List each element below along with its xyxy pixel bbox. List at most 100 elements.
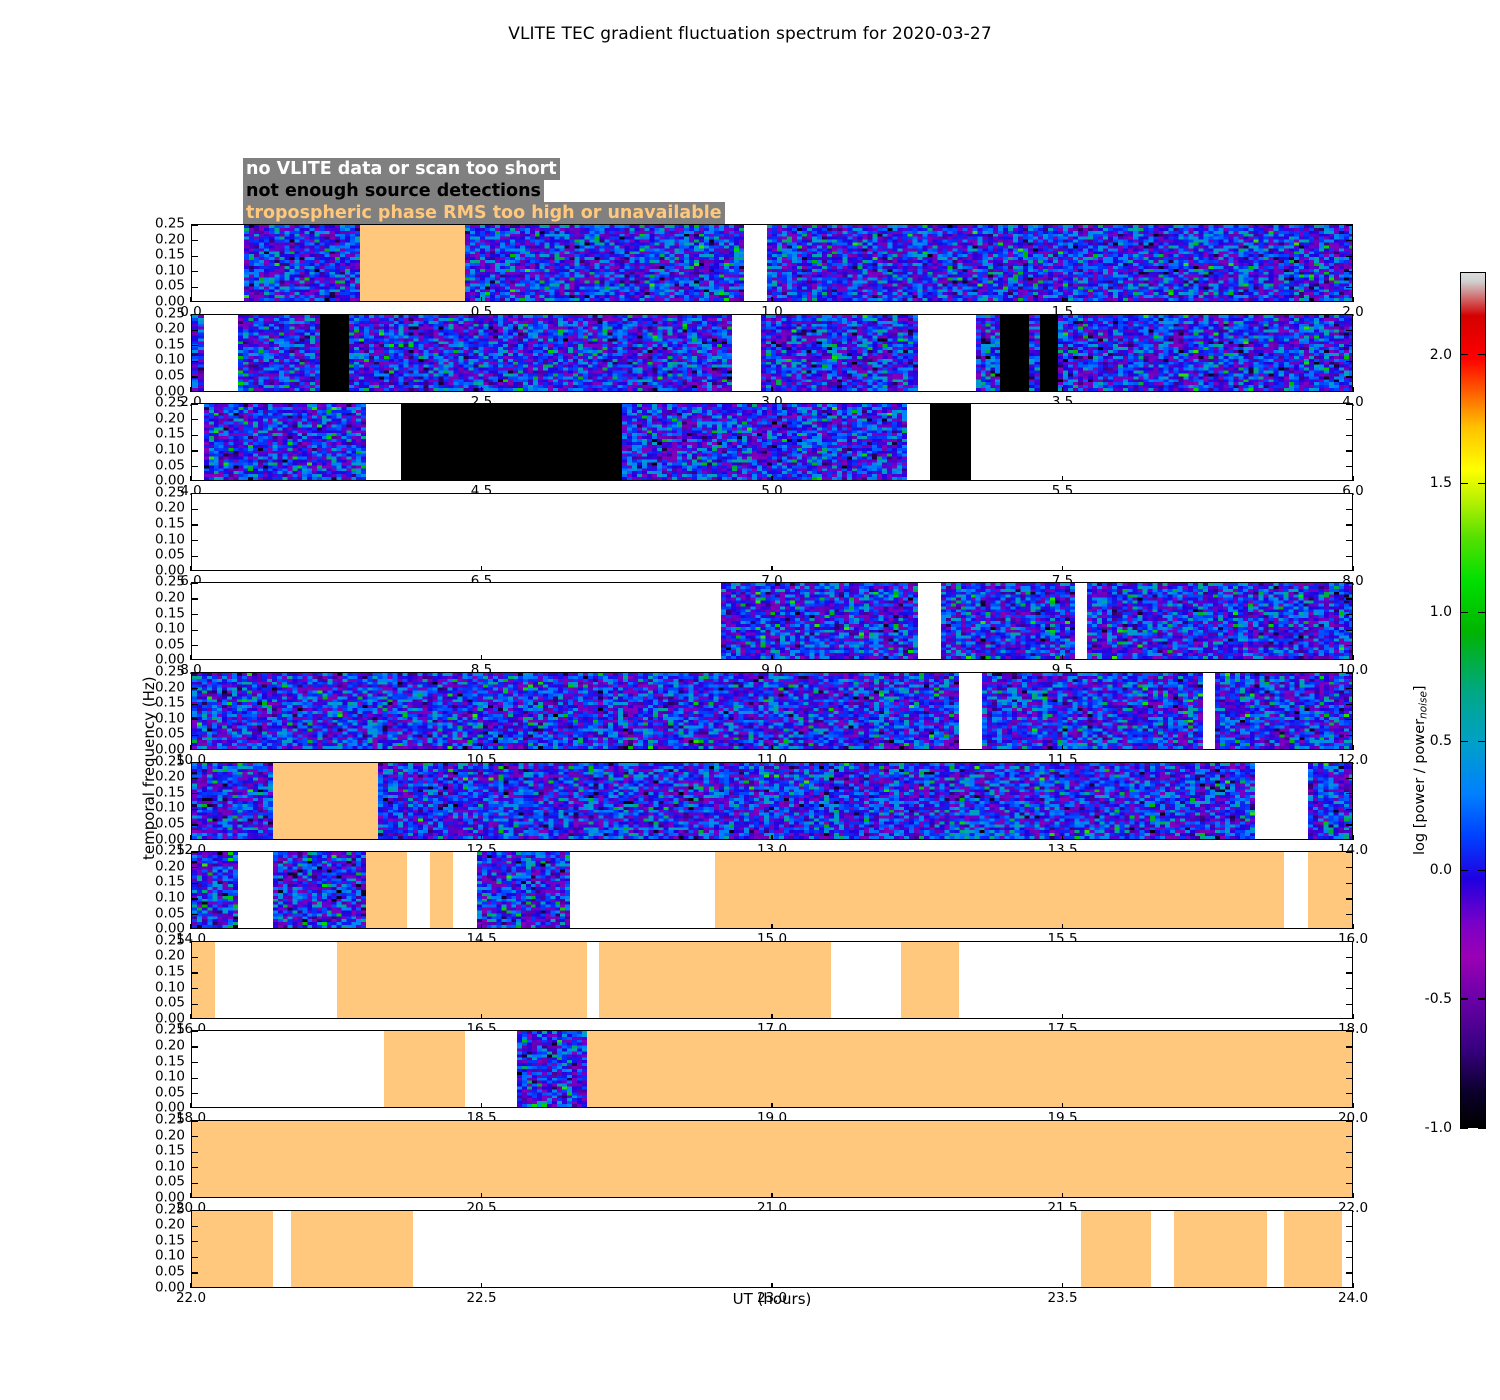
no-data-segment xyxy=(192,225,245,301)
y-tick xyxy=(192,762,198,764)
tropo-flag-segment xyxy=(273,762,378,839)
no-detections-segment xyxy=(999,314,1029,391)
y-tick-label: 0.05 xyxy=(154,994,185,1011)
x-tick xyxy=(1352,834,1354,840)
y-tick-label: 0.05 xyxy=(154,725,185,742)
y-tick xyxy=(1346,613,1352,616)
no-data-segment xyxy=(412,1210,1081,1287)
spectrum-segment xyxy=(941,583,1076,660)
y-tick-label: 0.20 xyxy=(154,230,185,247)
y-tick-label: 0.00 xyxy=(154,1010,185,1027)
y-tick xyxy=(192,913,198,916)
no-data-segment xyxy=(1202,673,1215,749)
y-tick-label: 0.25 xyxy=(154,215,185,232)
y-tick xyxy=(1346,808,1352,811)
colorbar-title-main: log [power / power xyxy=(1412,718,1428,855)
y-tick xyxy=(192,1182,198,1185)
colorbar-tick xyxy=(1478,740,1486,742)
y-tick xyxy=(192,1121,198,1122)
no-data-segment xyxy=(831,941,901,1018)
y-tick-label: 0.00 xyxy=(154,651,185,668)
no-data-segment xyxy=(465,1031,518,1108)
y-tick-labels: 0.00 0.05 0.10 0.15 0.20 0.25 xyxy=(129,1202,185,1293)
y-tick xyxy=(1346,1093,1352,1095)
x-tick xyxy=(771,655,773,661)
x-tick xyxy=(1352,1193,1354,1198)
x-tick xyxy=(190,1282,192,1288)
spectrum-segment xyxy=(476,852,570,929)
y-tick xyxy=(192,404,198,405)
spectrum-segment xyxy=(517,1031,588,1108)
y-tick xyxy=(1346,345,1352,347)
y-tick xyxy=(1346,1121,1352,1122)
tropo-flag-segment xyxy=(1080,1210,1151,1287)
y-tick xyxy=(1346,673,1352,674)
y-tick xyxy=(1346,225,1352,226)
y-tick-label: 0.10 xyxy=(154,1068,185,1085)
y-tick xyxy=(192,1061,198,1064)
spectrum-segment xyxy=(244,225,361,301)
no-data-segment xyxy=(918,583,942,660)
y-tick xyxy=(192,1135,198,1138)
x-tick xyxy=(190,297,192,302)
no-data-segment xyxy=(918,314,977,391)
colorbar-tick xyxy=(1460,482,1468,485)
y-tick-label: 0.10 xyxy=(154,1158,185,1175)
y-tick-label: 0.15 xyxy=(154,604,185,621)
no-data-segment xyxy=(406,852,431,929)
colorbar-tick xyxy=(1478,353,1486,356)
y-tick-label: 0.00 xyxy=(154,1099,185,1116)
colorbar-tick xyxy=(1478,869,1486,871)
x-tick xyxy=(771,1013,773,1019)
legend-item-0: no VLITE data or scan too short xyxy=(243,158,560,180)
x-tick xyxy=(1061,1193,1064,1198)
y-tick xyxy=(1346,271,1352,273)
y-tick xyxy=(192,1077,198,1079)
spectrum-segment xyxy=(192,762,274,839)
x-tick xyxy=(480,1013,483,1019)
y-tick-label: 0.00 xyxy=(154,472,185,489)
no-data-segment xyxy=(906,404,930,481)
y-tick-label: 0.05 xyxy=(154,456,185,473)
spectrum-segment xyxy=(1057,314,1352,391)
x-tick xyxy=(480,386,483,392)
y-tick-label: 0.20 xyxy=(154,1037,185,1054)
y-tick xyxy=(1346,972,1352,974)
y-tick-label: 0.15 xyxy=(154,336,185,353)
y-tick-labels: 0.00 0.05 0.10 0.15 0.20 0.25 xyxy=(129,306,185,397)
x-tick xyxy=(771,834,773,840)
y-tick xyxy=(192,286,198,289)
x-tick xyxy=(1352,745,1354,750)
no-data-segment xyxy=(743,225,768,301)
y-tick-labels: 0.00 0.05 0.10 0.15 0.20 0.25 xyxy=(129,844,185,935)
no-data-segment xyxy=(1284,852,1308,929)
x-tick-label: 22.0 xyxy=(175,1289,207,1306)
y-tick-label: 0.25 xyxy=(154,1111,185,1128)
x-tick xyxy=(771,1193,773,1198)
y-tick xyxy=(1346,583,1352,585)
x-tick xyxy=(1061,1103,1064,1109)
colorbar-tick xyxy=(1460,869,1468,871)
y-tick xyxy=(1346,882,1352,885)
y-tick xyxy=(192,956,198,959)
y-tick xyxy=(1346,824,1352,826)
x-tick xyxy=(480,565,483,571)
x-tick xyxy=(480,745,483,750)
x-tick xyxy=(1061,386,1064,392)
status-legend: no VLITE data or scan too short not enoug… xyxy=(243,158,725,224)
y-tick xyxy=(192,493,198,495)
y-tick xyxy=(1346,867,1352,869)
spectrum-segment xyxy=(192,673,959,749)
tropo-flag-segment xyxy=(900,941,959,1018)
spectrum-segment xyxy=(348,314,733,391)
y-tick xyxy=(192,255,198,257)
spectrum-segment xyxy=(621,404,907,481)
y-tick xyxy=(1346,987,1352,990)
x-tick xyxy=(190,1103,192,1109)
y-tick xyxy=(192,1093,198,1095)
no-data-segment xyxy=(203,314,239,391)
y-tick-label: 0.15 xyxy=(154,784,185,801)
y-tick-label: 0.00 xyxy=(154,382,185,399)
y-tick xyxy=(192,434,198,437)
x-tick xyxy=(1061,1282,1064,1288)
